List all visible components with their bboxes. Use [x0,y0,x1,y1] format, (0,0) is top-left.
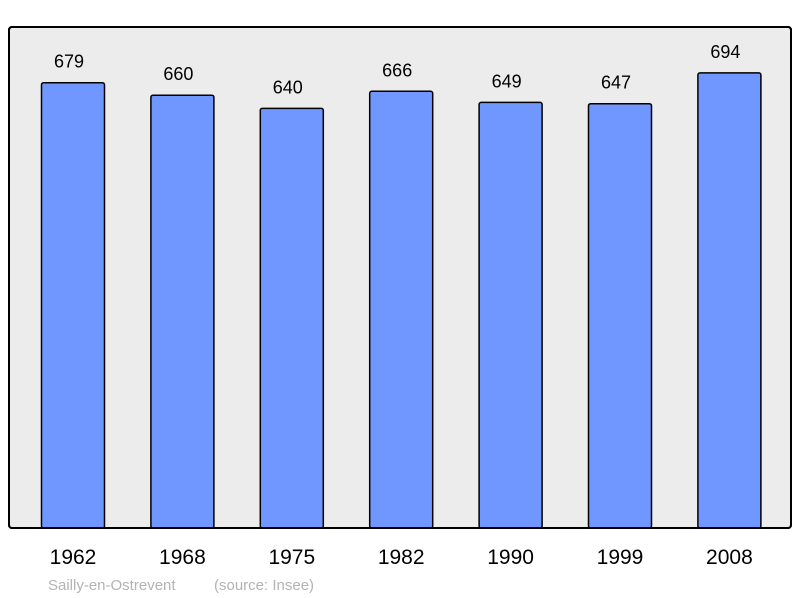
data-label-1990: 649 [492,71,522,91]
data-label-1999: 647 [601,73,631,93]
x-tick-1999: 1999 [597,546,644,569]
x-tick-2008: 2008 [706,546,753,569]
x-tick-1968: 1968 [159,546,206,569]
data-label-1975: 640 [273,77,303,97]
x-tick-1962: 1962 [50,546,97,569]
x-tick-1982: 1982 [378,546,425,569]
bar-1982 [368,90,434,529]
bar-2008 [697,72,762,529]
data-label-1962: 679 [54,52,84,72]
data-label-2008: 694 [710,42,740,62]
bar-1968 [150,94,215,529]
bar-1999 [587,102,653,529]
data-label-1968: 660 [163,64,193,84]
bar-1962 [40,81,106,529]
bar-1990 [478,101,543,529]
bar-1975 [259,107,325,529]
chart-source: (source: Insee) [214,577,314,594]
chart-caption: Sailly-en-Ostrevent [48,577,176,594]
plot-border [8,26,792,529]
data-label-1982: 666 [382,60,412,80]
x-tick-1990: 1990 [487,546,534,569]
x-tick-1975: 1975 [268,546,315,569]
